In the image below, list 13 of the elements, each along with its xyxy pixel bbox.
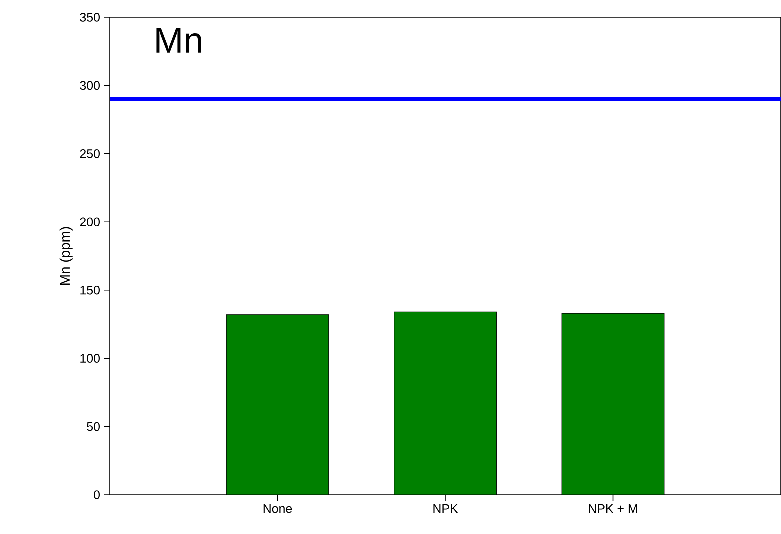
y-tick-label: 0 [94, 490, 100, 500]
y-tick-label: 300 [80, 81, 100, 90]
x-tick-label: NPK [434, 504, 458, 514]
y-tick-label: 250 [80, 150, 100, 158]
y-tick-label: 350 [80, 13, 100, 22]
y-tick-label: 50 [87, 422, 100, 432]
y-tick-label: 200 [80, 218, 100, 227]
x-tick-label: None [264, 504, 292, 514]
y-axis-title: Mn (ppm) [60, 227, 73, 285]
chart-title: Mn [156, 28, 202, 53]
y-tick-label: 100 [80, 354, 100, 363]
x-tick-label: NPK + M [589, 504, 638, 514]
y-tick-label: 150 [80, 286, 100, 295]
